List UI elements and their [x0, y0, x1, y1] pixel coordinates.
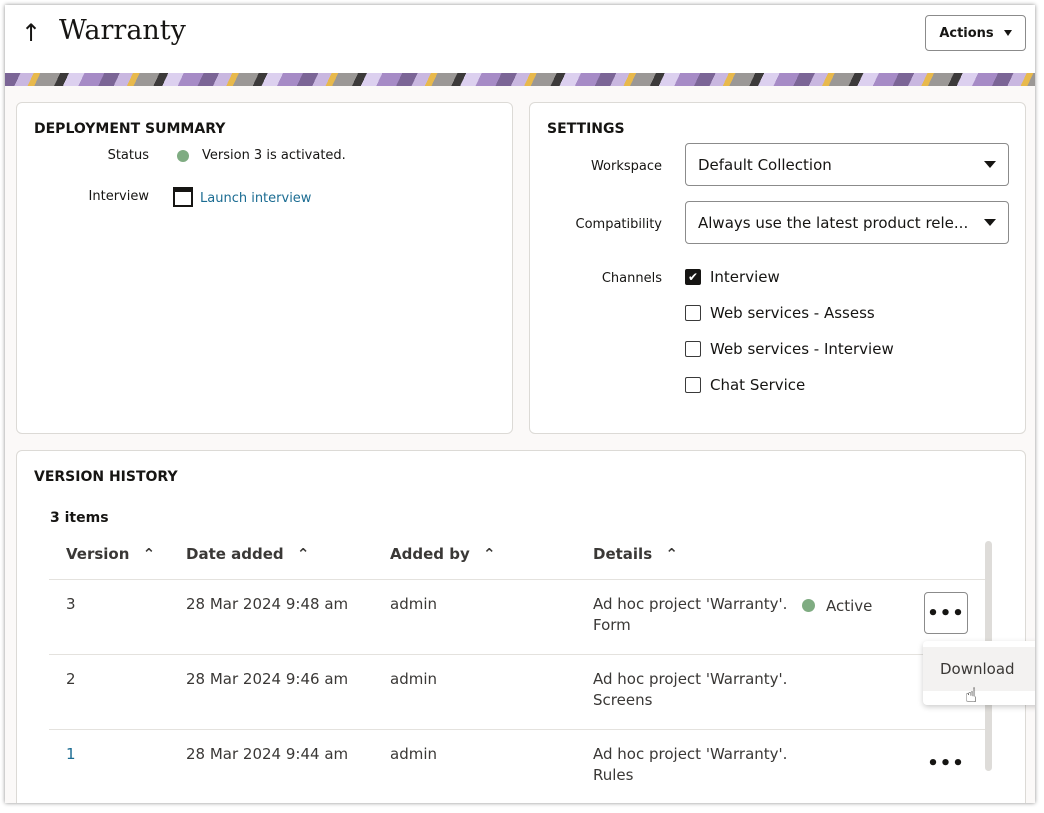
channel-label: Web services - Assess — [710, 304, 875, 322]
settings-card: SETTINGS Workspace Default Collection Co… — [529, 102, 1026, 434]
active-status-dot — [802, 599, 815, 612]
settings-title: SETTINGS — [547, 121, 625, 137]
column-header-version[interactable]: Version ⌃ — [66, 545, 155, 563]
hand-cursor-icon: ☝ — [965, 683, 978, 707]
version-history-title: VERSION HISTORY — [34, 469, 178, 485]
compatibility-label: Compatibility — [575, 217, 663, 232]
details-line: Rules — [593, 766, 634, 784]
channel-label: Chat Service — [710, 376, 806, 394]
version-history-card: VERSION HISTORY 3 items Version ⌃ Date a… — [16, 450, 1026, 803]
page-header: ↑ Warranty Actions — [5, 5, 1035, 73]
workspace-value: Default Collection — [698, 155, 832, 174]
date-cell: 28 Mar 2024 9:46 am — [186, 670, 349, 688]
divider — [49, 579, 989, 580]
column-header-added-by[interactable]: Added by ⌃ — [390, 545, 496, 563]
column-label: Date added — [186, 545, 284, 563]
interview-label: Interview — [88, 189, 149, 204]
added-by-cell: admin — [390, 670, 437, 688]
channel-chat-checkbox[interactable]: Chat Service — [685, 376, 805, 394]
menu-item-download[interactable]: Download — [923, 647, 1035, 691]
sort-icon: ⌃ — [482, 545, 496, 563]
channel-label: Interview — [710, 268, 780, 286]
status-dot — [177, 150, 189, 162]
date-cell: 28 Mar 2024 9:44 am — [186, 745, 349, 763]
actions-button[interactable]: Actions — [925, 15, 1026, 51]
channel-label: Web services - Interview — [710, 340, 894, 358]
status-text: Version 3 is activated. — [202, 148, 346, 163]
decorative-banner — [5, 73, 1035, 86]
details-line: Ad hoc project 'Warranty'. — [593, 595, 788, 613]
details-line: Screens — [593, 691, 653, 709]
compatibility-select[interactable]: Always use the latest product rele... — [685, 201, 1009, 244]
column-label: Details — [593, 545, 653, 563]
row-actions-button[interactable]: ••• — [924, 592, 968, 634]
details-cell: Ad hoc project 'Warranty'. Form — [593, 594, 787, 636]
channels-label: Channels — [601, 271, 662, 286]
status-badge: Active — [826, 597, 873, 615]
row-actions-button[interactable]: ••• — [927, 752, 965, 774]
column-label: Version — [66, 545, 130, 563]
details-cell: Ad hoc project 'Warranty'. Rules — [593, 744, 787, 786]
item-count: 3 items — [50, 510, 109, 526]
deployment-summary-title: DEPLOYMENT SUMMARY — [34, 121, 226, 137]
column-label: Added by — [390, 545, 470, 563]
row-actions-menu: Download — [923, 641, 1035, 705]
launch-interview-link[interactable]: Launch interview — [200, 191, 312, 206]
sort-icon: ⌃ — [296, 545, 310, 563]
sort-icon: ⌃ — [665, 545, 678, 563]
checkbox-icon — [685, 377, 701, 393]
version-cell: 1 — [66, 745, 76, 763]
compatibility-value: Always use the latest product rele... — [698, 213, 969, 232]
version-cell: 2 — [66, 670, 76, 688]
details-cell: Ad hoc project 'Warranty'. Screens — [593, 669, 787, 711]
actions-label: Actions — [939, 25, 994, 41]
page-title: Warranty — [59, 15, 186, 46]
date-cell: 28 Mar 2024 9:48 am — [186, 595, 349, 613]
chevron-down-icon — [984, 219, 996, 226]
channel-ws-assess-checkbox[interactable]: Web services - Assess — [685, 304, 875, 322]
details-line: Form — [593, 616, 631, 634]
divider — [49, 729, 989, 730]
column-header-date[interactable]: Date added ⌃ — [186, 545, 309, 563]
status-label: Status — [107, 148, 149, 163]
channel-ws-interview-checkbox[interactable]: Web services - Interview — [685, 340, 894, 358]
checkbox-icon — [685, 305, 701, 321]
details-line: Ad hoc project 'Warranty'. — [593, 670, 788, 688]
sort-icon: ⌃ — [142, 545, 156, 563]
workspace-select[interactable]: Default Collection — [685, 143, 1009, 186]
window-icon — [173, 187, 193, 207]
divider — [49, 654, 989, 655]
arrow-up-icon[interactable]: ↑ — [21, 19, 42, 47]
app-window: ↑ Warranty Actions DEPLOYMENT SUMMARY St… — [5, 5, 1035, 803]
workspace-label: Workspace — [590, 159, 662, 174]
caret-down-icon — [1003, 30, 1012, 36]
checkbox-icon — [685, 341, 701, 357]
version-cell: 3 — [66, 595, 76, 613]
added-by-cell: admin — [390, 595, 437, 613]
details-line: Ad hoc project 'Warranty'. — [593, 745, 788, 763]
column-header-details[interactable]: Details ⌃ — [593, 545, 678, 563]
chevron-down-icon — [984, 161, 996, 168]
checkbox-checked-icon: ✔ — [685, 269, 701, 285]
deployment-summary-card: DEPLOYMENT SUMMARY Status Version 3 is a… — [16, 102, 513, 434]
channel-interview-checkbox[interactable]: ✔ Interview — [685, 268, 780, 286]
added-by-cell: admin — [390, 745, 437, 763]
